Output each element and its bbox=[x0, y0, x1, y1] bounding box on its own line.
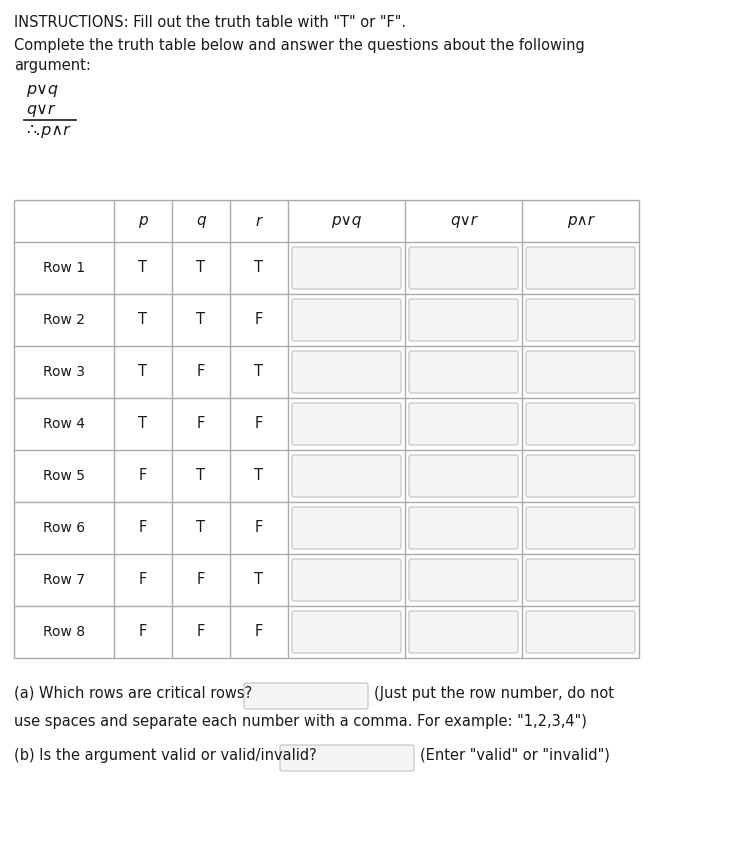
Text: INSTRUCTIONS: Fill out the truth table with "T" or "F".: INSTRUCTIONS: Fill out the truth table w… bbox=[14, 15, 406, 30]
Text: F: F bbox=[255, 312, 263, 327]
FancyBboxPatch shape bbox=[526, 611, 635, 653]
FancyBboxPatch shape bbox=[292, 507, 401, 549]
FancyBboxPatch shape bbox=[292, 351, 401, 393]
Text: F: F bbox=[255, 625, 263, 640]
Text: (a) Which rows are critical rows?: (a) Which rows are critical rows? bbox=[14, 686, 252, 701]
Text: T: T bbox=[197, 521, 206, 535]
Text: T: T bbox=[254, 261, 264, 275]
FancyBboxPatch shape bbox=[409, 507, 518, 549]
Text: (b) Is the argument valid or valid/invalid?: (b) Is the argument valid or valid/inval… bbox=[14, 748, 317, 763]
Text: r: r bbox=[256, 214, 262, 229]
Text: F: F bbox=[139, 521, 147, 535]
FancyBboxPatch shape bbox=[292, 611, 401, 653]
Text: q∨r: q∨r bbox=[450, 214, 477, 229]
Text: T: T bbox=[139, 261, 147, 275]
Text: p∨q: p∨q bbox=[332, 214, 362, 229]
Text: F: F bbox=[197, 572, 205, 587]
Text: F: F bbox=[255, 521, 263, 535]
Text: Complete the truth table below and answer the questions about the following: Complete the truth table below and answe… bbox=[14, 38, 584, 53]
Text: ∴.p∧r: ∴.p∧r bbox=[26, 123, 70, 138]
FancyBboxPatch shape bbox=[409, 611, 518, 653]
Text: F: F bbox=[139, 572, 147, 587]
Text: F: F bbox=[197, 625, 205, 640]
Text: p∧r: p∧r bbox=[567, 214, 594, 229]
Text: Row 8: Row 8 bbox=[43, 625, 85, 639]
Text: T: T bbox=[197, 468, 206, 484]
Text: Row 7: Row 7 bbox=[43, 573, 85, 587]
FancyBboxPatch shape bbox=[526, 403, 635, 445]
FancyBboxPatch shape bbox=[292, 559, 401, 601]
FancyBboxPatch shape bbox=[292, 247, 401, 289]
FancyBboxPatch shape bbox=[292, 403, 401, 445]
Text: Row 3: Row 3 bbox=[43, 365, 85, 379]
Text: F: F bbox=[139, 625, 147, 640]
FancyBboxPatch shape bbox=[409, 247, 518, 289]
Text: T: T bbox=[139, 416, 147, 431]
FancyBboxPatch shape bbox=[409, 403, 518, 445]
Text: p∨q: p∨q bbox=[26, 82, 58, 97]
Text: q∨r: q∨r bbox=[26, 102, 55, 117]
FancyBboxPatch shape bbox=[409, 455, 518, 497]
Text: Row 1: Row 1 bbox=[43, 261, 85, 275]
Text: F: F bbox=[197, 365, 205, 380]
Text: T: T bbox=[139, 312, 147, 327]
Text: q: q bbox=[196, 214, 206, 229]
FancyBboxPatch shape bbox=[244, 683, 368, 709]
Text: Row 4: Row 4 bbox=[43, 417, 85, 431]
Text: T: T bbox=[254, 468, 264, 484]
Text: T: T bbox=[139, 365, 147, 380]
Text: T: T bbox=[254, 572, 264, 587]
FancyBboxPatch shape bbox=[526, 455, 635, 497]
FancyBboxPatch shape bbox=[526, 507, 635, 549]
Text: T: T bbox=[254, 365, 264, 380]
Text: Row 6: Row 6 bbox=[43, 521, 85, 535]
FancyBboxPatch shape bbox=[409, 351, 518, 393]
FancyBboxPatch shape bbox=[292, 455, 401, 497]
Text: argument:: argument: bbox=[14, 58, 91, 73]
Text: (Just put the row number, do not: (Just put the row number, do not bbox=[374, 686, 614, 701]
FancyBboxPatch shape bbox=[409, 299, 518, 341]
Text: p: p bbox=[138, 214, 148, 229]
FancyBboxPatch shape bbox=[526, 559, 635, 601]
FancyBboxPatch shape bbox=[280, 745, 414, 771]
Text: F: F bbox=[139, 468, 147, 484]
Text: (Enter "valid" or "invalid"): (Enter "valid" or "invalid") bbox=[420, 748, 610, 763]
FancyBboxPatch shape bbox=[526, 247, 635, 289]
Text: use spaces and separate each number with a comma. For example: "1,2,3,4"): use spaces and separate each number with… bbox=[14, 714, 587, 729]
Text: T: T bbox=[197, 261, 206, 275]
Text: Row 2: Row 2 bbox=[43, 313, 85, 327]
Text: F: F bbox=[197, 416, 205, 431]
Text: T: T bbox=[197, 312, 206, 327]
FancyBboxPatch shape bbox=[292, 299, 401, 341]
Text: Row 5: Row 5 bbox=[43, 469, 85, 483]
FancyBboxPatch shape bbox=[409, 559, 518, 601]
Text: F: F bbox=[255, 416, 263, 431]
FancyBboxPatch shape bbox=[526, 351, 635, 393]
FancyBboxPatch shape bbox=[526, 299, 635, 341]
